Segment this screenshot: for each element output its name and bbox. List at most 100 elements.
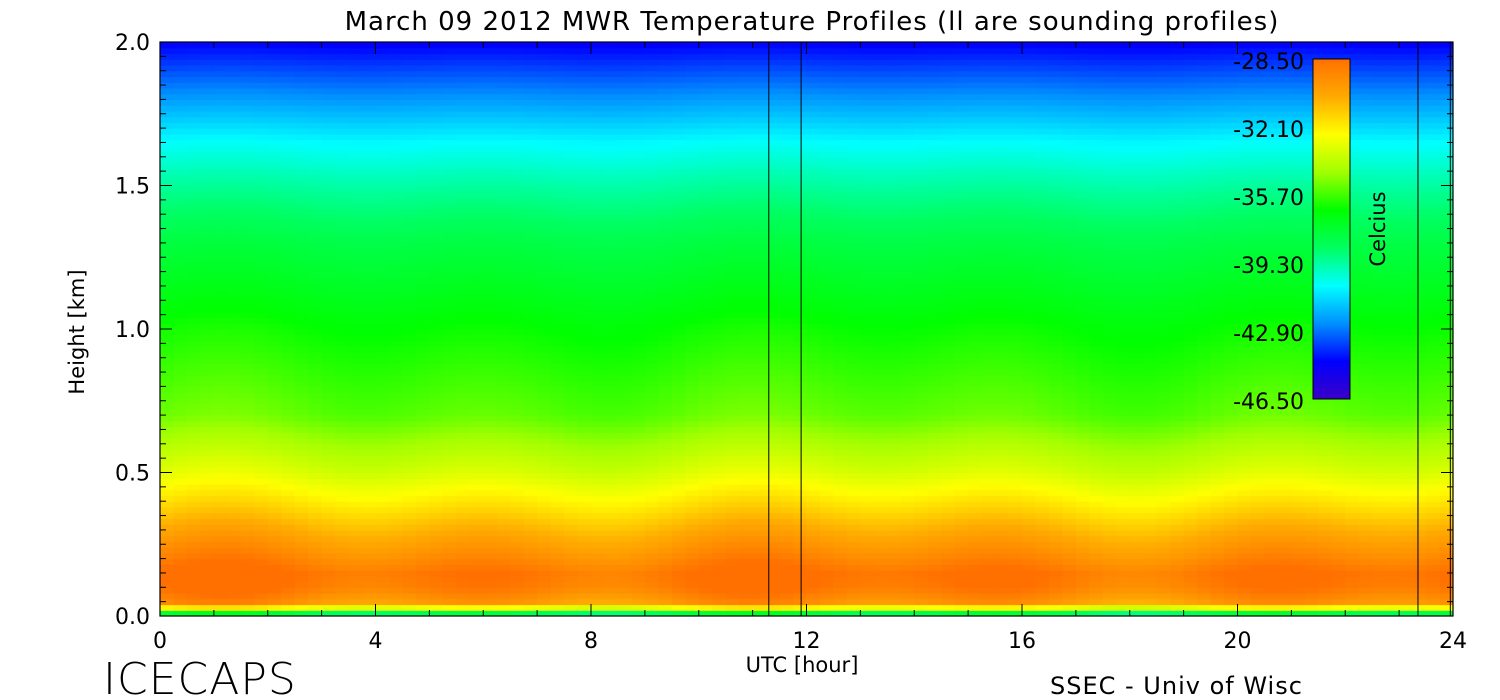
heatmap-cell (335, 254, 350, 261)
heatmap-cell (564, 374, 579, 382)
heatmap-cell (240, 317, 255, 324)
heatmap-cell (752, 174, 767, 181)
heatmap-cell (739, 128, 754, 135)
heatmap-cell (348, 363, 363, 370)
heatmap-cell (294, 587, 309, 594)
heatmap-cell (186, 254, 202, 261)
heatmap-cell (186, 242, 202, 250)
heatmap-cell (725, 168, 740, 175)
heatmap-cell (591, 231, 606, 238)
heatmap-cell (779, 70, 794, 78)
heatmap-cell (321, 512, 336, 520)
heatmap-cell (712, 288, 727, 296)
heatmap-cell (321, 105, 336, 112)
heatmap-cell (402, 323, 417, 330)
heatmap-cell (631, 552, 646, 560)
heatmap-cell (510, 99, 525, 106)
heatmap-cell (550, 99, 565, 106)
heatmap-cell (429, 105, 444, 112)
heatmap-cell (617, 432, 633, 439)
heatmap-cell (415, 214, 430, 221)
heatmap-cell (227, 214, 242, 221)
heatmap-cell (267, 214, 282, 221)
heatmap-cell (388, 524, 404, 531)
heatmap-cell (604, 191, 619, 198)
heatmap-cell (173, 76, 188, 83)
heatmap-cell (402, 420, 417, 428)
heatmap-cell (564, 59, 579, 66)
heatmap-cell (537, 317, 552, 324)
heatmap-cell (577, 82, 592, 89)
heatmap-cell (173, 461, 188, 468)
heatmap-cell (766, 363, 781, 370)
heatmap-cell (469, 323, 484, 330)
heatmap-cell (644, 449, 659, 456)
heatmap-cell (483, 564, 498, 571)
heatmap-cell (819, 64, 835, 72)
heatmap-cell (631, 535, 646, 542)
heatmap-cell (415, 288, 430, 296)
heatmap-cell (752, 323, 767, 330)
heatmap-cell (442, 288, 457, 296)
heatmap-cell (308, 294, 323, 301)
heatmap-cell (442, 294, 457, 301)
heatmap-cell (362, 70, 377, 78)
heatmap-cell (186, 558, 202, 565)
heatmap-cell (469, 277, 484, 284)
heatmap-cell (469, 334, 484, 342)
heatmap-cell (537, 593, 552, 600)
heatmap-cell (617, 122, 633, 129)
heatmap-cell (604, 506, 619, 514)
heatmap-cell (712, 254, 727, 261)
heatmap-cell (685, 288, 700, 296)
heatmap-cell (712, 202, 727, 210)
heatmap-cell (510, 587, 525, 594)
heatmap-cell (537, 483, 552, 491)
heatmap-cell (254, 443, 269, 451)
heatmap-cell (725, 575, 740, 583)
heatmap-cell (240, 116, 255, 123)
heatmap-cell (577, 288, 592, 296)
heatmap-cell (281, 587, 296, 594)
heatmap-cell (793, 185, 808, 192)
heatmap-cell (564, 380, 579, 387)
heatmap-cell (685, 93, 700, 100)
heatmap-cell (604, 558, 619, 565)
heatmap-cell (200, 369, 215, 376)
heatmap-cell (712, 351, 727, 359)
heatmap-cell (523, 529, 538, 537)
heatmap-cell (483, 334, 498, 342)
heatmap-cell (186, 219, 202, 227)
heatmap-cell (335, 506, 350, 514)
heatmap-cell (658, 541, 673, 548)
heatmap-cell (267, 587, 282, 594)
heatmap-cell (806, 42, 821, 49)
heatmap-cell (213, 524, 228, 531)
heatmap-cell (442, 47, 457, 55)
heatmap-cell (200, 329, 215, 336)
heatmap-cell (335, 231, 350, 238)
heatmap-cell (267, 329, 282, 336)
heatmap-cell (348, 242, 363, 250)
heatmap-cell (254, 317, 269, 324)
heatmap-cell (591, 288, 606, 296)
heatmap-cell (483, 219, 498, 227)
heatmap-cell (671, 478, 686, 485)
heatmap-cell (779, 317, 794, 324)
heatmap-cell (240, 53, 255, 60)
heatmap-cell (173, 334, 188, 342)
heatmap-cell (173, 535, 188, 542)
heatmap-cell (294, 552, 309, 560)
heatmap-cell (752, 346, 767, 353)
heatmap-cell (806, 472, 821, 479)
heatmap-cell (671, 168, 686, 175)
heatmap-cell (173, 225, 188, 233)
heatmap-cell (362, 105, 377, 112)
heatmap-cell (308, 512, 323, 520)
heatmap-cell (227, 593, 242, 600)
heatmap-cell (752, 472, 767, 479)
heatmap-cell (483, 185, 498, 192)
heatmap-cell (456, 432, 471, 439)
heatmap-cell (267, 380, 282, 387)
heatmap-cell (429, 529, 444, 537)
